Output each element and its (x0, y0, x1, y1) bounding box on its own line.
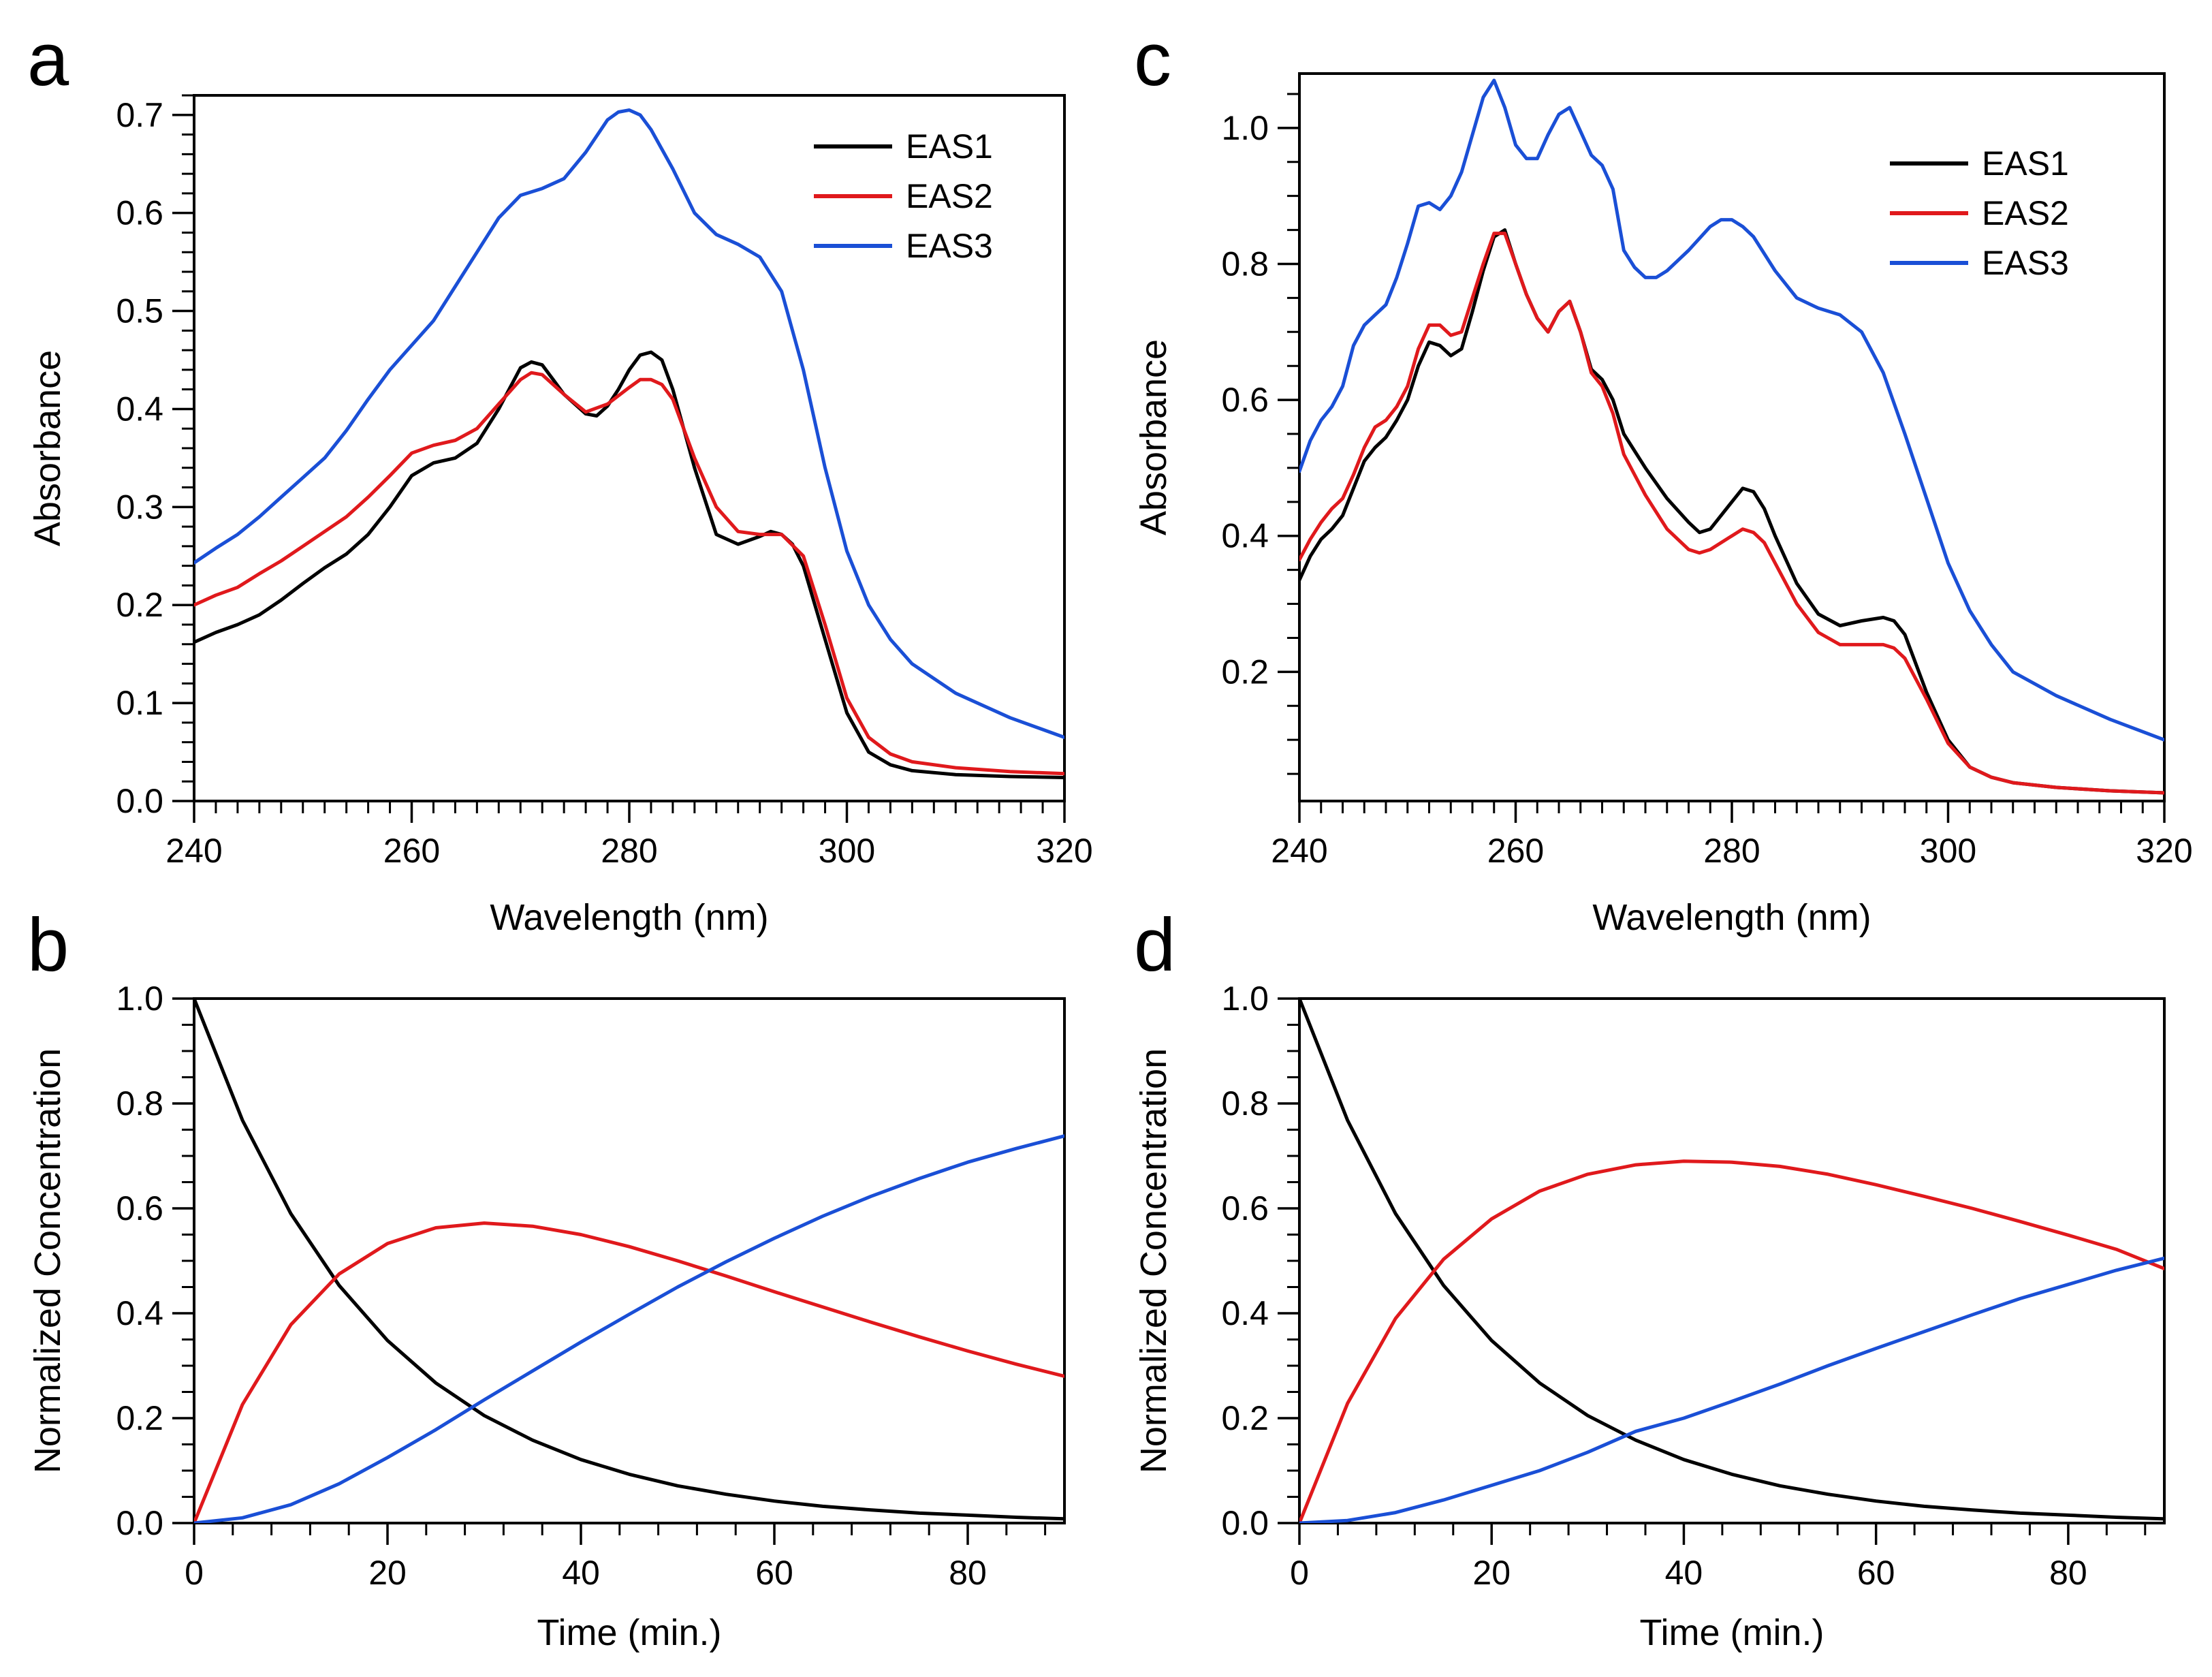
y-tick-label: 0.2 (116, 586, 163, 624)
y-tick-label: 0.2 (1221, 653, 1269, 691)
legend: EAS1 EAS2 EAS3 (814, 127, 993, 265)
x-tick-label: 40 (1665, 1554, 1703, 1592)
legend-label: EAS2 (906, 177, 993, 215)
y-tick-label: 1.0 (116, 979, 163, 1018)
series-line-eas2 (1299, 232, 2164, 795)
panel-c: c 240 260 280 300 320 0.2 0.4 0.6 0.8 1.0 Wavelengt… (1133, 18, 2193, 938)
x-tick-label: 80 (949, 1554, 987, 1592)
series-line-eas1 (1299, 999, 2164, 1521)
y-tick-label: 0.7 (116, 96, 163, 134)
y-tick-label: 0.5 (116, 292, 163, 330)
x-tick-label: 320 (1036, 832, 1092, 870)
y-tick-label: 0.6 (116, 1189, 163, 1227)
x-tick-label: 260 (1487, 832, 1544, 870)
y-tick-label: 0.4 (116, 390, 163, 428)
x-tick-label: 0 (1290, 1554, 1309, 1592)
x-tick-label: 300 (1920, 832, 1976, 870)
legend-label: EAS1 (1982, 144, 2069, 183)
x-axis-label: Wavelength (nm) (490, 897, 768, 938)
x-tick-label: 240 (1271, 832, 1327, 870)
legend: EAS1 EAS2 EAS3 (1890, 144, 2069, 282)
series-line-eas1 (1299, 228, 2164, 795)
series-line-eas2 (194, 371, 1064, 776)
series-group (1299, 999, 2164, 1523)
y-tick-label: 0.4 (116, 1294, 163, 1332)
series-line-eas1 (194, 350, 1064, 779)
legend-label: EAS2 (1982, 194, 2069, 232)
y-tick-label: 0.8 (116, 1084, 163, 1123)
panel-b: b 0 20 40 60 80 0.0 0.2 0.4 0.6 0.8 1.0 Time (min.) N… (27, 903, 1066, 1653)
y-tick-label: 0.2 (1221, 1399, 1269, 1437)
series-line-eas2 (194, 1221, 1064, 1523)
y-tick-label: 0.6 (116, 194, 163, 232)
series-line-eas3 (194, 1134, 1064, 1523)
y-tick-label: 0.6 (1221, 1189, 1269, 1227)
legend-label: EAS3 (1982, 244, 2069, 282)
y-tick-label: 0.0 (1221, 1504, 1269, 1542)
x-tick-label: 280 (1703, 832, 1760, 870)
series-line-eas1 (194, 999, 1064, 1521)
y-tick-label: 1.0 (1221, 109, 1269, 147)
y-tick-label: 0.2 (116, 1399, 163, 1437)
y-axis-label: Absorbance (1133, 339, 1174, 535)
panel-letter: b (27, 903, 69, 987)
x-tick-label: 60 (755, 1554, 793, 1592)
y-axis-label: Absorbance (27, 350, 68, 546)
series-group (1299, 78, 2164, 795)
series-line-eas3 (1299, 78, 2164, 742)
series-group (194, 108, 1064, 779)
x-tick-label: 80 (2049, 1554, 2087, 1592)
panel-letter: d (1134, 903, 1175, 987)
panel-letter: a (27, 18, 69, 101)
x-tick-label: 40 (562, 1554, 600, 1592)
legend-label: EAS3 (906, 227, 993, 265)
y-tick-label: 0.4 (1221, 517, 1269, 555)
panel-a: a 240 260 280 300 320 0.0 0.1 0.2 0.3 0.4 0.5 0.6 0.7… (27, 18, 1093, 938)
y-tick-label: 0.4 (1221, 1294, 1269, 1332)
x-tick-label: 240 (165, 832, 222, 870)
legend-label: EAS1 (906, 127, 993, 166)
x-tick-label: 60 (1857, 1554, 1895, 1592)
y-tick-label: 0.8 (1221, 1084, 1269, 1123)
y-tick-label: 1.0 (1221, 979, 1269, 1018)
x-tick-label: 280 (601, 832, 657, 870)
series-group (194, 999, 1064, 1523)
y-tick-label: 0.0 (116, 782, 163, 820)
x-tick-label: 0 (185, 1554, 204, 1592)
y-tick-label: 0.3 (116, 488, 163, 526)
x-tick-label: 20 (1472, 1554, 1511, 1592)
panel-letter: c (1134, 18, 1171, 101)
y-tick-label: 0.8 (1221, 245, 1269, 283)
y-axis-label: Normalized Concentration (27, 1048, 68, 1473)
x-axis-label: Wavelength (nm) (1592, 897, 1871, 938)
x-tick-label: 20 (368, 1554, 407, 1592)
y-tick-label: 0.0 (116, 1504, 163, 1542)
series-line-eas2 (1299, 1159, 2164, 1523)
y-axis-label: Normalized Concentration (1133, 1048, 1174, 1473)
x-tick-label: 260 (383, 832, 440, 870)
x-tick-label: 320 (2136, 832, 2192, 870)
panel-d: d 0 20 40 60 80 0.0 0.2 0.4 0.6 0.8 1.0 Time (min.) N… (1133, 903, 2166, 1653)
y-tick-label: 0.6 (1221, 381, 1269, 419)
y-tick-label: 0.1 (116, 684, 163, 722)
series-line-eas3 (1299, 1256, 2164, 1523)
x-axis-label: Time (min.) (1640, 1612, 1824, 1653)
series-line-eas3 (194, 108, 1064, 739)
x-axis-label: Time (min.) (537, 1612, 722, 1653)
x-tick-label: 300 (819, 832, 875, 870)
